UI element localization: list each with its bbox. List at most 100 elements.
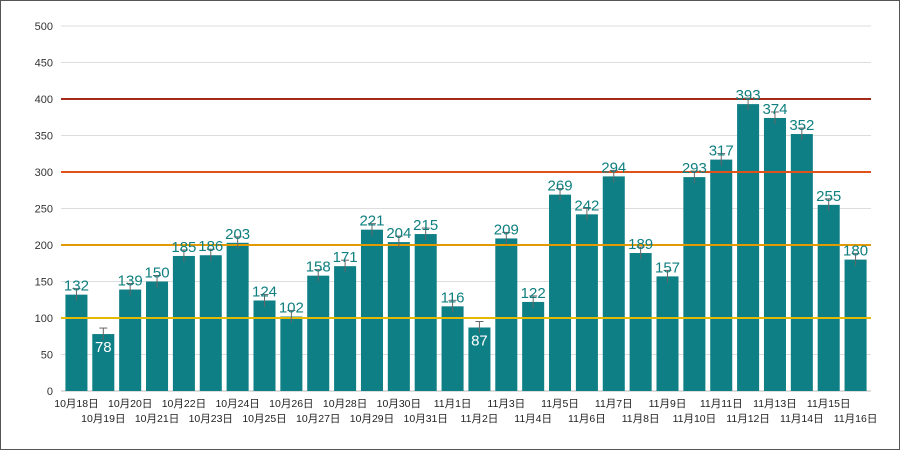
x-tick-label-11月6日: 11月6日 [568, 413, 606, 425]
data-label-10月18日: 132 [64, 278, 89, 295]
bar-11月5日 [549, 194, 572, 391]
y-tick-label-350: 350 [35, 131, 53, 143]
x-tick-label-10月27日: 10月27日 [296, 413, 340, 425]
x-tick-label-10月30日: 10月30日 [377, 398, 421, 410]
y-tick-label-500: 500 [35, 21, 53, 33]
x-tick-label-10月29日: 10月29日 [350, 413, 394, 425]
bar-10月22日 [172, 255, 195, 391]
x-tick-label-11月11日: 11月11日 [700, 398, 743, 410]
y-tick-label-400: 400 [35, 94, 53, 106]
bar-11月10日 [683, 177, 706, 391]
bar-11月16日 [844, 259, 867, 391]
x-tick-label-11月9日: 11月9日 [649, 398, 687, 410]
bar-10月25日 [253, 300, 276, 391]
bar-11月2日 [468, 327, 491, 391]
bar-10月28日 [334, 266, 357, 391]
bar-10月19日 [92, 334, 115, 391]
bar-11月1日 [441, 306, 464, 391]
data-label-10月19日: 78 [95, 339, 112, 356]
x-tick-label-11月7日: 11月7日 [595, 398, 633, 410]
y-tick-label-50: 50 [41, 350, 53, 362]
bar-11月6日 [575, 214, 598, 391]
x-tick-label-11月3日: 11月3日 [487, 398, 525, 410]
bar-11月3日 [495, 238, 518, 391]
bar-11月9日 [656, 276, 679, 391]
x-tick-label-10月18日: 10月18日 [54, 398, 98, 410]
data-label-11月14日: 352 [789, 117, 814, 134]
x-tick-label-11月13日: 11月13日 [753, 398, 797, 410]
data-label-10月31日: 215 [413, 217, 438, 234]
x-tick-label-10月24日: 10月24日 [215, 398, 259, 410]
x-tick-label-10月23日: 10月23日 [189, 413, 233, 425]
data-label-10月28日: 171 [333, 249, 358, 266]
bar-10月27日 [307, 275, 330, 391]
data-label-11月10日: 293 [682, 160, 707, 177]
data-label-10月30日: 204 [386, 225, 411, 242]
y-tick-label-300: 300 [35, 167, 53, 179]
bar-10月20日 [119, 289, 142, 391]
x-tick-label-10月31日: 10月31日 [404, 413, 448, 425]
x-tick-label-11月14日: 11月14日 [780, 413, 824, 425]
data-label-11月2日: 87 [471, 332, 488, 349]
data-label-11月4日: 122 [521, 285, 546, 302]
bar-11月12日 [737, 104, 760, 392]
x-tick-label-11月8日: 11月8日 [622, 413, 660, 425]
bar-10月30日 [387, 242, 410, 391]
x-tick-label-11月12日: 11月12日 [726, 413, 770, 425]
data-label-11月13日: 374 [762, 101, 787, 118]
data-label-10月25日: 124 [252, 283, 277, 300]
data-label-11月1日: 116 [441, 289, 465, 306]
bar-11月15日 [817, 204, 840, 391]
data-label-11月16日: 180 [843, 243, 868, 260]
bar-11月8日 [629, 253, 652, 391]
y-tick-label-450: 450 [35, 58, 53, 70]
bar-10月21日 [146, 281, 169, 391]
data-label-11月9日: 157 [655, 259, 680, 276]
bar-10月31日 [414, 234, 437, 391]
data-label-11月8日: 189 [628, 236, 653, 253]
x-tick-label-11月15日: 11月15日 [807, 398, 851, 410]
x-tick-label-10月28日: 10月28日 [323, 398, 367, 410]
data-label-11月7日: 294 [601, 159, 626, 176]
data-label-11月12日: 393 [736, 87, 761, 104]
data-label-10月24日: 203 [225, 226, 250, 243]
bar-11月13日 [763, 117, 786, 391]
data-label-10月27日: 158 [306, 259, 331, 276]
data-label-10月23日: 186 [198, 238, 223, 255]
x-tick-label-10月20日: 10月20日 [108, 398, 152, 410]
data-label-10月22日: 185 [171, 239, 196, 256]
data-label-10月29日: 221 [359, 213, 384, 230]
data-label-11月11日: 317 [709, 143, 734, 160]
y-tick-label-150: 150 [35, 277, 53, 289]
x-tick-label-11月5日: 11月5日 [541, 398, 579, 410]
data-label-11月3日: 209 [494, 221, 519, 238]
y-tick-label-200: 200 [35, 240, 53, 252]
x-tick-label-11月16日: 11月16日 [834, 413, 878, 425]
y-tick-label-250: 250 [35, 204, 53, 216]
data-label-11月5日: 269 [548, 178, 573, 195]
x-tick-label-11月2日: 11月2日 [461, 413, 499, 425]
x-tick-label-10月19日: 10月19日 [81, 413, 125, 425]
bar-10月29日 [360, 229, 383, 391]
bar-11月7日 [602, 176, 625, 391]
bar-10月23日 [199, 255, 222, 391]
data-label-10月26日: 102 [279, 300, 304, 317]
data-label-11月15日: 255 [816, 188, 841, 205]
bar-11月11日 [710, 159, 733, 391]
y-tick-label-0: 0 [47, 386, 53, 398]
x-tick-label-10月25日: 10月25日 [242, 413, 286, 425]
data-label-11月6日: 242 [574, 197, 599, 214]
bar-11月4日 [522, 301, 545, 391]
data-label-10月20日: 139 [118, 273, 143, 290]
bar-11月14日 [790, 134, 813, 392]
bar-10月18日 [65, 294, 88, 391]
x-tick-label-10月26日: 10月26日 [269, 398, 313, 410]
x-tick-label-10月22日: 10月22日 [162, 398, 206, 410]
bar-10月26日 [280, 316, 303, 391]
data-label-10月21日: 150 [145, 265, 170, 282]
x-tick-label-11月4日: 11月4日 [514, 413, 552, 425]
x-tick-label-11月1日: 11月1日 [434, 398, 472, 410]
bar-10月24日 [226, 242, 249, 391]
